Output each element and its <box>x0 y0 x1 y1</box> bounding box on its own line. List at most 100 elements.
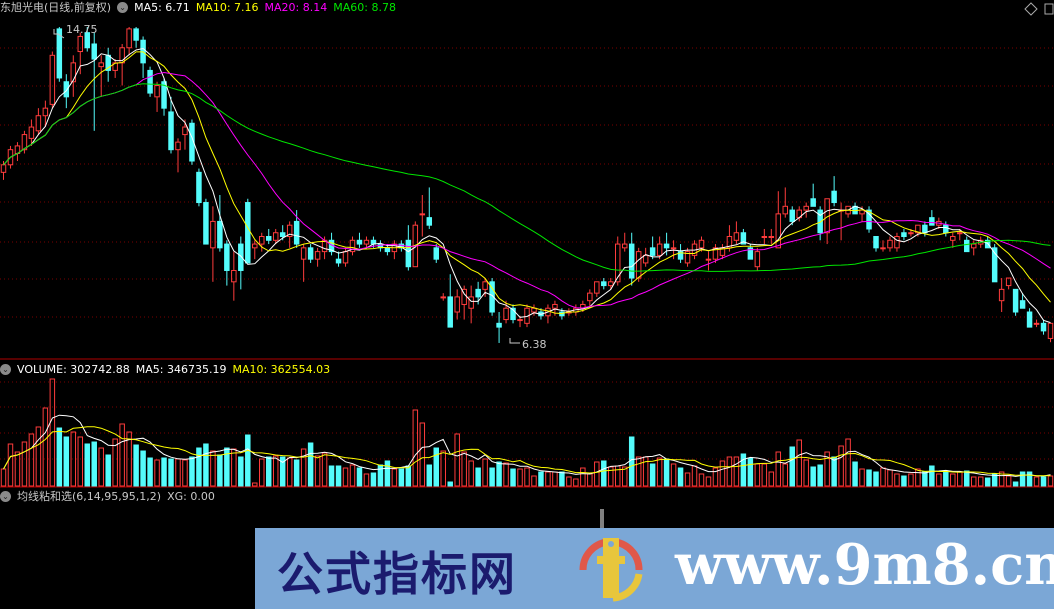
candle <box>970 240 977 256</box>
candle-body <box>698 239 705 249</box>
volume-bar <box>824 451 830 487</box>
candle-body <box>768 236 775 239</box>
candle <box>433 244 439 263</box>
volume-bar <box>503 462 509 487</box>
volume-bar <box>84 443 90 487</box>
volume-bar <box>845 438 851 487</box>
candle <box>314 247 321 267</box>
chevron-down-icon[interactable]: ⌄ <box>0 363 11 375</box>
candle-body <box>1047 322 1054 339</box>
diamond-icon[interactable] <box>1024 2 1038 16</box>
volume-bar <box>56 427 63 487</box>
candle-body <box>147 69 153 94</box>
candle-body <box>887 239 893 249</box>
candle-body <box>489 281 495 313</box>
candle <box>733 221 740 245</box>
candle-body <box>929 217 935 226</box>
candle-body <box>1005 277 1012 287</box>
candle-body <box>63 81 70 98</box>
candle-body <box>475 288 481 298</box>
volume-bar <box>649 463 656 487</box>
candle-body <box>447 296 453 328</box>
volume-bar <box>252 482 258 487</box>
candle <box>489 278 495 316</box>
candle <box>231 251 237 301</box>
volume-bar <box>684 472 691 487</box>
candle-body <box>705 258 712 261</box>
volume-bar <box>1019 471 1026 487</box>
candle-body <box>314 251 321 260</box>
volume-bar <box>838 445 844 487</box>
candle <box>238 236 244 290</box>
high-price-label: 14.75 <box>66 23 98 36</box>
candle <box>70 55 77 97</box>
candle <box>1012 288 1019 316</box>
candle <box>496 312 502 343</box>
candle <box>245 198 251 264</box>
candle-body <box>440 296 446 299</box>
candle <box>964 236 970 253</box>
candle-body <box>747 247 754 260</box>
candle <box>545 304 551 324</box>
volume-bar <box>621 466 628 487</box>
candle-body <box>279 232 286 238</box>
chevron-down-icon[interactable]: ⌄ <box>0 490 11 502</box>
volume-bar <box>440 450 446 487</box>
candle <box>635 247 642 282</box>
candle-body <box>628 243 635 279</box>
candle <box>880 240 886 252</box>
volume-bar <box>559 471 565 487</box>
candle-body <box>293 220 300 245</box>
volume-bar <box>307 442 314 487</box>
candle-body <box>175 141 181 151</box>
candle <box>775 191 782 249</box>
candle-body <box>217 220 223 249</box>
volume-bar <box>175 458 181 487</box>
candle-body <box>970 243 977 249</box>
candle-body <box>943 224 949 234</box>
candle <box>328 232 335 256</box>
volume-bar <box>77 436 84 487</box>
volume-bar <box>63 436 70 487</box>
candle-body <box>224 243 230 271</box>
ma20-value: MA20: 8.14 <box>264 0 328 14</box>
volume-bar <box>377 464 384 487</box>
candle-body <box>77 35 84 53</box>
candle <box>335 251 342 267</box>
candle <box>84 27 90 52</box>
candle-body <box>126 28 132 49</box>
volume-bar <box>398 468 405 487</box>
candle-body <box>42 107 49 117</box>
candle-body <box>866 209 872 230</box>
candle-body <box>265 236 272 241</box>
candle-body <box>873 236 879 249</box>
candle <box>1005 277 1012 290</box>
volume-bar <box>321 452 328 487</box>
candle-body <box>259 236 265 245</box>
volume-bar <box>461 451 467 487</box>
candle <box>28 119 35 146</box>
candle <box>91 32 97 131</box>
candle-body <box>817 209 823 234</box>
candle <box>950 232 956 248</box>
candle-body <box>908 232 914 235</box>
chevron-down-icon[interactable]: ⌄ <box>117 1 129 13</box>
volume-value: VOLUME: 302742.88 <box>17 362 130 376</box>
volume-bar <box>154 459 160 487</box>
ma10-value: MA10: 7.16 <box>195 0 259 14</box>
candle-body <box>7 149 14 166</box>
volume-bar <box>286 457 293 487</box>
candle <box>119 43 125 86</box>
volume-bar <box>831 456 837 487</box>
candle-body <box>670 247 677 250</box>
volume-bar <box>133 444 139 487</box>
watermark-logo-icon <box>579 538 643 602</box>
volume-bar <box>594 461 600 487</box>
candle <box>594 281 600 297</box>
volume-bar <box>817 464 823 487</box>
square-icon[interactable] <box>1044 2 1054 16</box>
candle-body <box>754 251 761 268</box>
volume-bar <box>419 422 426 487</box>
candle-body <box>419 213 426 216</box>
